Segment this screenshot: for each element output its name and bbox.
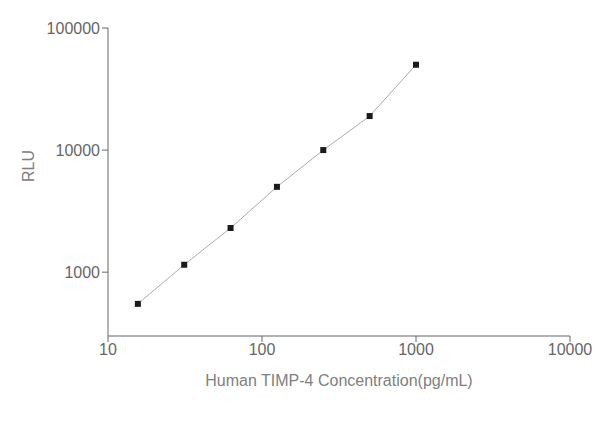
svg-text:10000: 10000 bbox=[548, 341, 593, 358]
svg-text:RLU: RLU bbox=[20, 150, 37, 182]
svg-text:100000: 100000 bbox=[47, 20, 100, 37]
svg-text:100: 100 bbox=[249, 341, 276, 358]
svg-text:10: 10 bbox=[99, 341, 117, 358]
svg-text:1000: 1000 bbox=[398, 341, 434, 358]
svg-text:Human TIMP-4 Concentration(pg/: Human TIMP-4 Concentration(pg/mL) bbox=[205, 372, 472, 389]
svg-text:10000: 10000 bbox=[56, 142, 101, 159]
svg-text:1000: 1000 bbox=[64, 264, 100, 281]
